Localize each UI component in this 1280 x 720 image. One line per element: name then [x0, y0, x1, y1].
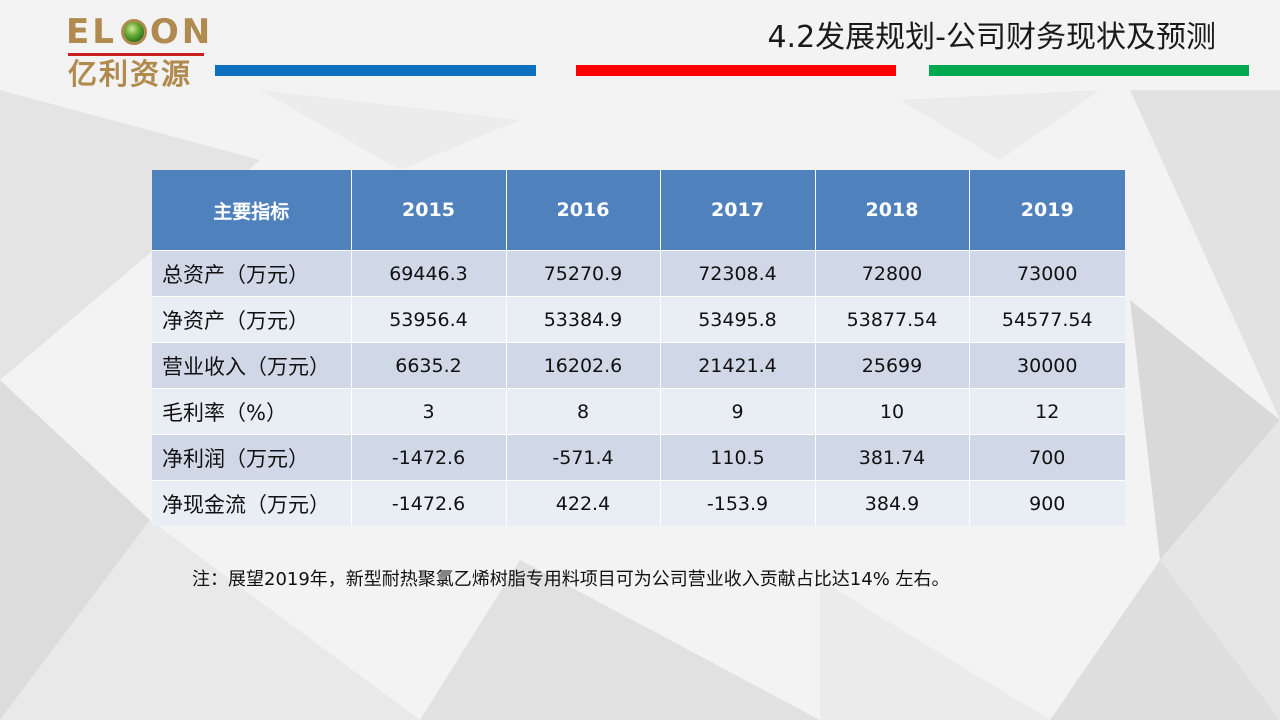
table-cell: 53877.54 — [815, 296, 970, 343]
logo-text-right: ON — [149, 12, 214, 52]
table-row: 净现金流（万元） -1472.6 422.4 -153.9 384.9 900 — [152, 480, 1125, 526]
logo-english: EL ON — [66, 12, 213, 52]
table-cell: 54577.54 — [969, 296, 1125, 343]
table-cell: 422.4 — [506, 480, 661, 526]
table-cell: 10 — [815, 388, 970, 435]
table-row: 营业收入（万元） 6635.2 16202.6 21421.4 25699 30… — [152, 342, 1125, 389]
table-cell: -153.9 — [660, 480, 816, 526]
table-cell: 110.5 — [660, 434, 816, 481]
row-label: 净利润（万元） — [152, 434, 352, 481]
header-bar-green — [929, 65, 1249, 76]
row-label: 净现金流（万元） — [152, 480, 352, 526]
table-cell: 72308.4 — [660, 250, 816, 297]
header-bar-red — [576, 65, 896, 76]
logo-divider — [68, 53, 204, 56]
header-bar-blue — [215, 65, 536, 76]
table-cell: 53495.8 — [660, 296, 816, 343]
company-logo: EL ON 亿利资源 — [66, 12, 216, 92]
table-cell: 16202.6 — [506, 342, 661, 389]
table-cell: 53956.4 — [351, 296, 507, 343]
table-cell: 700 — [969, 434, 1125, 481]
row-label: 毛利率（%） — [152, 388, 352, 435]
header-cell: 2018 — [815, 170, 970, 251]
header-cell: 主要指标 — [152, 170, 352, 251]
financial-table: 主要指标 2015 2016 2017 2018 2019 总资产（万元） 69… — [152, 170, 1125, 526]
table-row: 总资产（万元） 69446.3 75270.9 72308.4 72800 73… — [152, 250, 1125, 297]
table-cell: 381.74 — [815, 434, 970, 481]
table-cell: 8 — [506, 388, 661, 435]
table-cell: 25699 — [815, 342, 970, 389]
row-label: 净资产（万元） — [152, 296, 352, 343]
table-cell: 12 — [969, 388, 1125, 435]
table-cell: -571.4 — [506, 434, 661, 481]
header-cell: 2017 — [660, 170, 816, 251]
table-cell: 30000 — [969, 342, 1125, 389]
logo-chinese: 亿利资源 — [68, 57, 193, 91]
header-cell: 2016 — [506, 170, 661, 251]
table-row: 净利润（万元） -1472.6 -571.4 110.5 381.74 700 — [152, 434, 1125, 481]
page-title: 4.2发展规划-公司财务现状及预测 — [767, 20, 1216, 55]
header-cell: 2019 — [969, 170, 1125, 251]
table-cell: -1472.6 — [351, 480, 507, 526]
table-cell: 69446.3 — [351, 250, 507, 297]
table-cell: 21421.4 — [660, 342, 816, 389]
header-cell: 2015 — [351, 170, 507, 251]
table-cell: 3 — [351, 388, 507, 435]
row-label: 总资产（万元） — [152, 250, 352, 297]
row-label: 营业收入（万元） — [152, 342, 352, 389]
table-cell: 53384.9 — [506, 296, 661, 343]
table-cell: -1472.6 — [351, 434, 507, 481]
table-cell: 73000 — [969, 250, 1125, 297]
table-cell: 6635.2 — [351, 342, 507, 389]
table-cell: 75270.9 — [506, 250, 661, 297]
table-cell: 72800 — [815, 250, 970, 297]
table-row: 净资产（万元） 53956.4 53384.9 53495.8 53877.54… — [152, 296, 1125, 343]
table-row: 毛利率（%） 3 8 9 10 12 — [152, 388, 1125, 435]
table-cell: 384.9 — [815, 480, 970, 526]
table-header-row: 主要指标 2015 2016 2017 2018 2019 — [152, 170, 1125, 251]
table-cell: 900 — [969, 480, 1125, 526]
logo-gem-icon — [120, 19, 147, 45]
table-cell: 9 — [660, 388, 816, 435]
logo-text-left: EL — [66, 12, 117, 52]
footnote: 注：展望2019年，新型耐热聚氯乙烯树脂专用料项目可为公司营业收入贡献占比达14… — [192, 569, 950, 590]
